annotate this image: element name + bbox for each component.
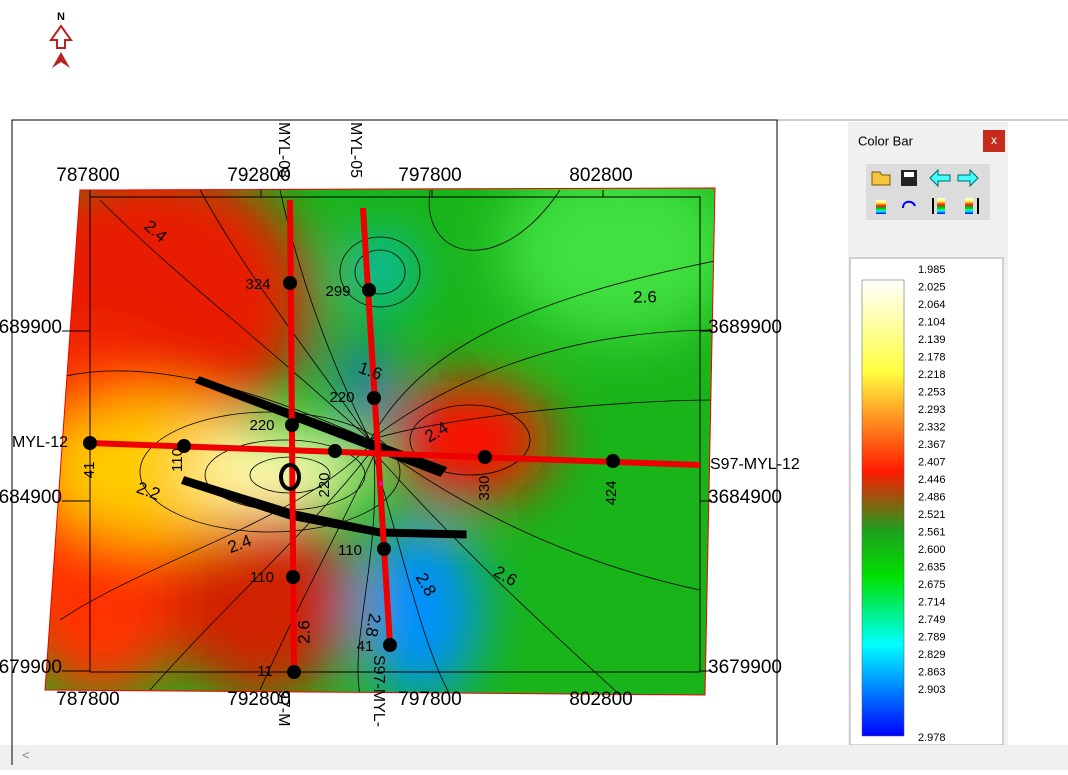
well-label: MYL-08 [275,122,292,178]
color-level-label: 2.561 [918,526,946,538]
y-tick-label-right: 3684900 [708,487,782,508]
y-tick-label-left: 3684900 [0,487,62,508]
color-level-label: 2.367 [918,439,946,451]
x-tick-label-top: 787800 [56,165,119,186]
color-level-label: 2.293 [918,404,946,416]
well-annotation: 424 [603,480,620,505]
color-level-label: 2.714 [918,596,946,608]
well-annotation: 220 [329,389,354,406]
x-tick-label-top: 797800 [398,165,461,186]
color-level-label: 2.139 [918,334,946,346]
well-label: MYL-12 [12,434,68,451]
screen: N [0,0,1068,770]
color-level-label: 2.863 [918,666,946,678]
color-level-label: 2.600 [918,544,946,556]
color-level-label: 2.025 [918,281,946,293]
well-annotation: 299 [325,283,350,300]
panel-title: Color Bar [858,133,914,148]
map-view: * 78780078780079280079280079780079780080… [0,120,800,750]
color-level-label: 2.064 [918,299,946,311]
well-annotation: 110 [338,542,362,559]
x-tick-label-bottom: 802800 [569,689,632,710]
close-label[interactable]: x [991,133,997,147]
toolbar[interactable] [866,164,990,220]
well-annotation: 110 [250,569,274,586]
color-level-label: 2.218 [918,369,946,381]
color-level-label: 2.521 [918,509,946,521]
color-level-label: 2.978 [918,732,946,744]
page: N [0,0,1068,770]
scrollbar[interactable] [0,745,1068,770]
x-tick-label-bottom: 797800 [398,689,461,710]
color-level-label: 2.749 [918,614,946,626]
well-annotation: 220 [316,472,333,497]
color-level-label: 2.675 [918,579,946,591]
contour-label: 2.6 [294,620,313,644]
scroll-left[interactable]: < [22,747,30,762]
color-level-label: 2.486 [918,491,946,503]
north-arrow: N [51,11,71,68]
color-level-label: 2.446 [918,474,946,486]
color-level-label: 2.332 [918,421,946,433]
well-annotation: 41 [81,462,98,479]
color-bar-panel: Color Bar x 1.985 2.025 2.064 2.104 2.139 2.1… [848,122,1008,747]
color-level-label: 2.178 [918,351,946,363]
well-label: MYL-05 [347,122,364,178]
well-annotation: 110 [169,448,186,472]
well-label: S97-MYL- [370,655,387,727]
well-annotation: 324 [245,276,270,293]
svg-text:*: * [378,478,384,494]
well-annotation: 330 [476,475,493,500]
north-label: N [57,11,65,23]
contour-label: 2.8 [362,612,385,639]
y-tick-label-right: 3679900 [708,657,782,678]
color-level-label: 2.903 [918,684,946,696]
y-tick-label-right: 3689900 [708,317,782,338]
well-annotation: 220 [249,417,274,434]
color-level-label: 2.407 [918,456,946,468]
well-label: S97-MYL-12 [710,456,800,473]
x-tick-label-bottom: 787800 [56,689,119,710]
color-level-label: 2.829 [918,649,946,661]
well-annotation: 11 [257,663,273,680]
color-level-label: 2.253 [918,386,946,398]
well-annotation: 41 [357,638,374,655]
x-tick-label-top: 802800 [569,165,632,186]
contour-label: 2.6 [633,287,657,306]
color-level-label: 1.985 [918,264,946,276]
y-tick-label-left: 3679900 [0,657,62,678]
color-level-label: 2.789 [918,631,946,643]
well-label: 97-M [275,690,292,726]
color-level-label: 2.635 [918,561,946,573]
y-tick-label-left: 3689900 [0,317,62,338]
color-level-label: 2.104 [918,316,946,328]
color-ramp [862,280,904,736]
